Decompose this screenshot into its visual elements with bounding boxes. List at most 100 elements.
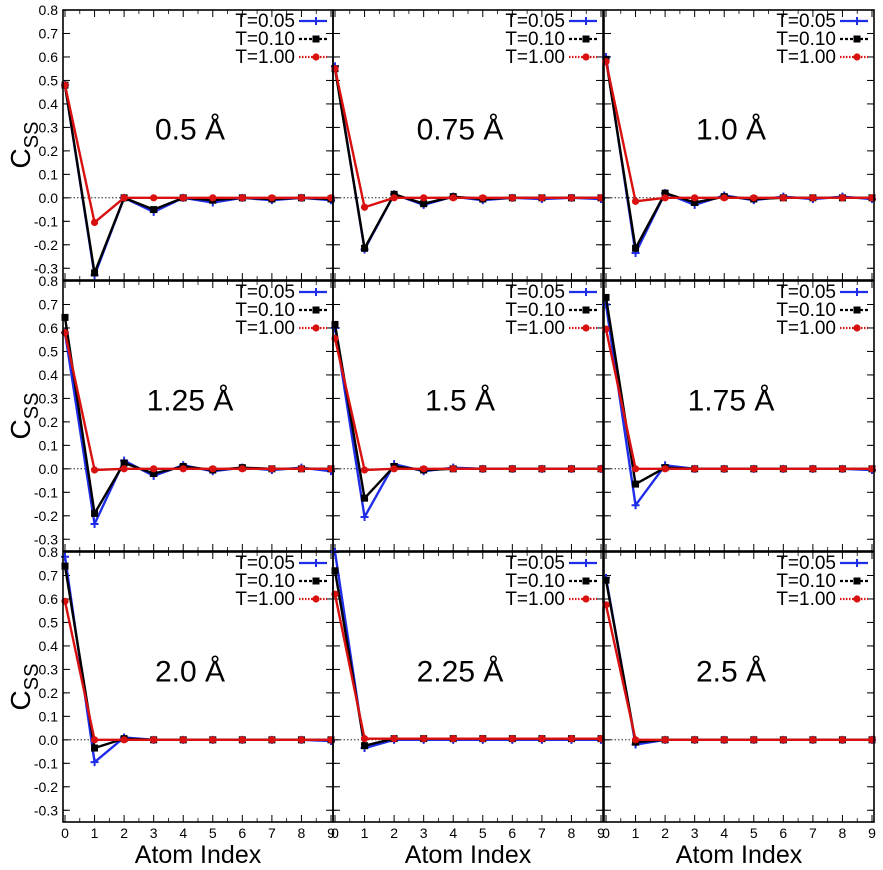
panel-frame (332, 9, 604, 281)
panel-2: T=0.05T=0.10T=1.00 1.0 Å (602, 9, 876, 281)
legend-marker (582, 53, 590, 61)
y-tick-label: 0.8 (39, 544, 59, 560)
legend-label: T=0.10 (776, 300, 836, 321)
point-marker (179, 736, 187, 744)
point-marker (631, 736, 640, 744)
legend-marker (582, 559, 590, 567)
point-marker (238, 736, 246, 744)
point-marker (838, 465, 847, 473)
legend-label: T=0.10 (505, 571, 565, 592)
point-marker (90, 218, 99, 227)
point-marker (631, 197, 640, 205)
legend-marker (582, 35, 590, 43)
x-tick-label: 0 (61, 825, 69, 841)
panel-label: 2.0 Å (155, 656, 225, 689)
y-tick-label: 0.0 (39, 461, 59, 477)
y-tick-label: 0.5 (39, 72, 59, 88)
point-marker (661, 189, 669, 197)
panel-label: 0.75 Å (417, 114, 504, 147)
series-line-T=0.10 (604, 59, 872, 250)
point-marker (631, 501, 640, 510)
point-marker (390, 194, 398, 202)
point-marker (331, 320, 339, 328)
x-tick-label: 3 (420, 825, 428, 841)
y-axis-title: CSS (5, 122, 43, 169)
y-tick-label: 0.8 (39, 2, 59, 18)
x-tick-label: 9 (597, 825, 605, 841)
point-marker (691, 199, 699, 207)
panel-frame (332, 280, 604, 552)
x-tick-label: 0 (602, 825, 610, 841)
legend-label: T=0.05 (776, 11, 836, 32)
legend-marker (312, 577, 320, 585)
point-marker (661, 736, 669, 744)
y-tick-label: -0.2 (34, 779, 58, 795)
point-marker (90, 758, 99, 767)
point-marker (297, 194, 306, 202)
x-tick-label: 4 (179, 825, 187, 841)
point-marker (631, 465, 640, 473)
x-tick-label: 8 (839, 825, 847, 841)
y-tick-label: 0.6 (39, 320, 59, 336)
x-tick-label: 9 (327, 825, 335, 841)
panel-label: 0.5 Å (155, 114, 225, 147)
point-marker (602, 293, 610, 301)
legend-label: T=0.10 (235, 300, 295, 321)
point-marker (268, 736, 276, 744)
x-tick-label: 3 (691, 825, 699, 841)
point-marker (479, 194, 487, 202)
point-marker (150, 206, 158, 214)
y-tick-label: 0.3 (39, 661, 59, 677)
x-tick-label: 6 (508, 825, 516, 841)
legend-label: T=0.10 (505, 300, 565, 321)
point-marker (209, 736, 217, 744)
legend-marker (312, 306, 320, 314)
point-marker (602, 576, 610, 584)
point-marker (420, 735, 428, 743)
point-marker (809, 465, 817, 473)
legend-label: T=1.00 (505, 589, 565, 610)
point-marker (238, 465, 246, 473)
point-marker (838, 194, 847, 202)
point-marker (508, 194, 516, 202)
point-marker (150, 470, 158, 478)
y-tick-label: -0.3 (34, 531, 58, 547)
x-axis-title: Atom Index (135, 841, 262, 869)
y-axis-title-main: C (5, 690, 36, 710)
legend-marker (582, 324, 590, 332)
point-marker (90, 520, 99, 528)
point-marker (779, 736, 787, 744)
point-marker (691, 194, 699, 202)
panel-0: -0.3 -0.2 -0.1 0.0 0.1 0.2 0.3 0.4 0.5 0.6 0.7 0.8 T… (34, 2, 335, 281)
legend-marker (853, 288, 861, 296)
point-marker (361, 742, 369, 750)
legend-label: T=1.00 (776, 318, 836, 339)
legend-label: T=0.05 (235, 11, 295, 32)
y-axis-title-sub: SS (21, 664, 43, 691)
y-tick-label: 0.4 (39, 638, 59, 654)
y-axis-title-main: C (5, 419, 36, 439)
panel-label: 2.5 Å (696, 656, 766, 689)
point-marker (420, 465, 428, 473)
y-tick-label: 0.7 (39, 296, 59, 312)
legend-label: T=0.10 (776, 29, 836, 50)
legend-label: T=1.00 (235, 47, 295, 68)
y-tick-label: 0.8 (39, 273, 59, 289)
legend-marker (582, 306, 590, 314)
legend-marker (582, 577, 590, 585)
panel-label: 1.25 Å (147, 385, 234, 418)
legend-marker (312, 559, 320, 567)
series-line-T=0.05 (604, 56, 873, 255)
legend-label: T=0.05 (505, 11, 565, 32)
legend-marker (312, 324, 320, 332)
point-marker (91, 269, 99, 277)
panel-3: -0.3 -0.2 -0.1 0.0 0.1 0.2 0.3 0.4 0.5 0.6 0.7 0.8 T… (34, 273, 335, 552)
y-tick-label: 0.4 (39, 96, 59, 112)
point-marker (61, 562, 69, 570)
point-marker (150, 194, 158, 202)
x-tick-label: 7 (268, 825, 276, 841)
legend-marker (312, 595, 320, 603)
x-tick-label: 8 (298, 825, 306, 841)
y-tick-label: 0.1 (39, 437, 59, 453)
point-marker (538, 194, 546, 202)
